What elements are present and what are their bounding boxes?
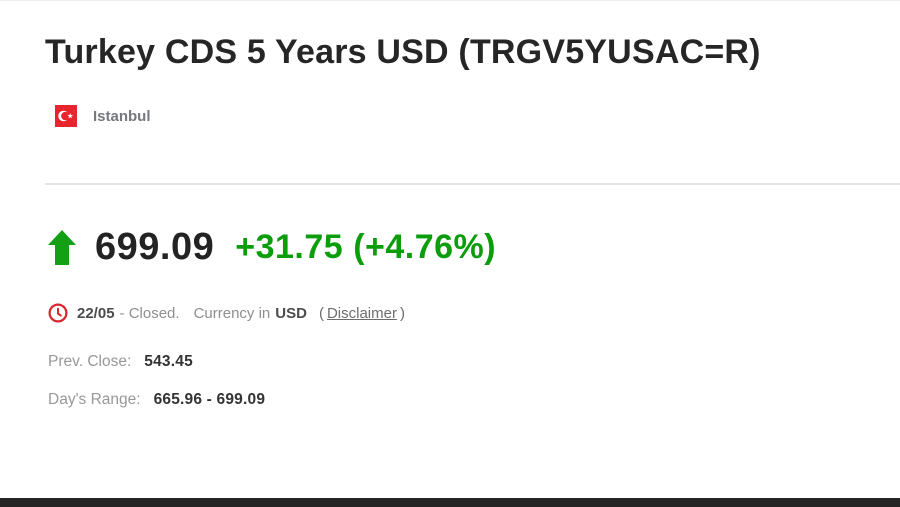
page-title: Turkey CDS 5 Years USD (TRGV5YUSAC=R) — [45, 32, 761, 71]
quote-status: - Closed. — [119, 304, 180, 322]
stat-label: Day's Range: — [48, 391, 141, 408]
bottom-bar — [0, 498, 900, 507]
stat-row-prev-close: Prev. Close: 543.45 — [48, 353, 193, 371]
disclaimer-paren-open: ( — [318, 304, 324, 322]
disclaimer-link[interactable]: Disclaimer — [326, 304, 397, 322]
stat-label: Prev. Close: — [48, 353, 132, 370]
quote-date: 22/05 — [77, 304, 115, 322]
market-label: Istanbul — [93, 107, 151, 125]
turkey-flag-icon — [55, 105, 77, 127]
stat-value: 665.96 - 699.09 — [153, 391, 266, 408]
stat-value: 543.45 — [144, 353, 193, 370]
section-divider — [45, 183, 900, 185]
change-value: +31.75 — [235, 228, 344, 266]
currency-label: Currency in — [193, 304, 271, 322]
disclaimer-paren-close: ) — [399, 304, 405, 322]
arrow-up-icon — [48, 229, 76, 265]
price-row: 699.09 +31.75 (+4.76%) — [48, 225, 496, 269]
currency-code: USD — [275, 304, 307, 322]
market-row: Istanbul — [55, 105, 151, 127]
clock-icon — [48, 303, 68, 323]
price-change: +31.75 (+4.76%) — [235, 230, 496, 264]
quote-info-row: 22/05 - Closed. Currency in USD ( Discla… — [48, 303, 405, 323]
stat-row-days-range: Day's Range: 665.96 - 699.09 — [48, 391, 265, 409]
change-percent: (+4.76%) — [353, 228, 497, 266]
last-price: 699.09 — [95, 226, 215, 268]
